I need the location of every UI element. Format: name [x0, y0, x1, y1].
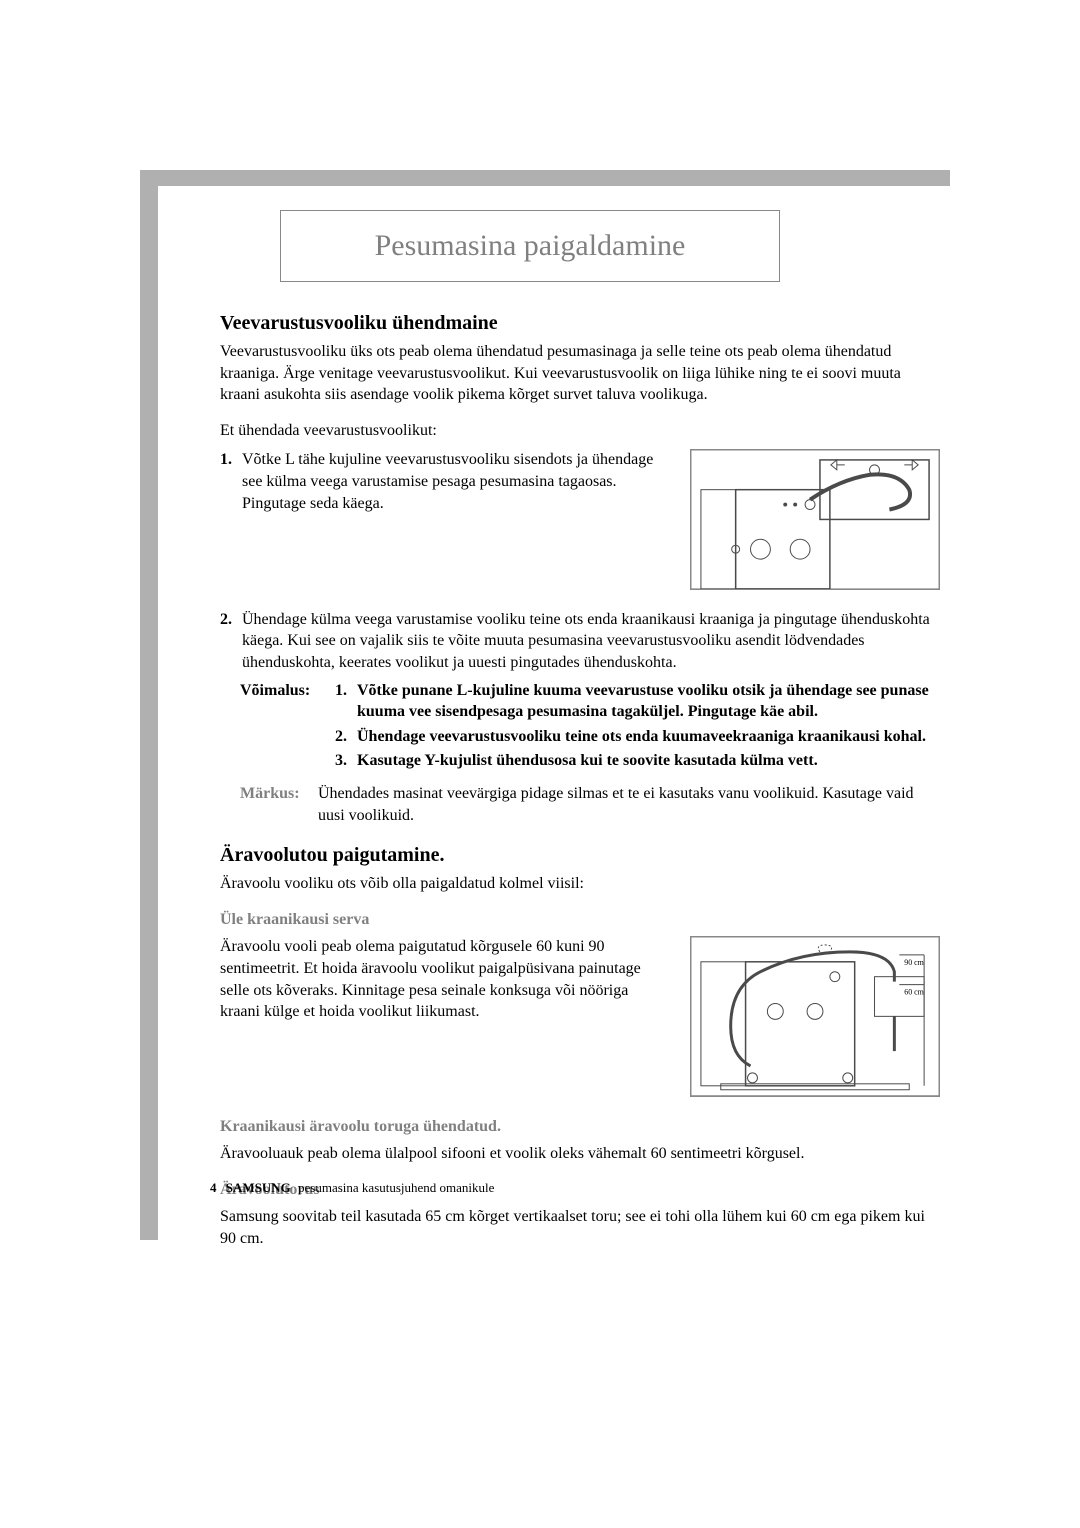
page-footer: 4 SAMSUNG pesumasina kasutusjuhend omani… — [210, 1180, 494, 1196]
sub1-row: Äravoolu vooli peab olema paigutatud kõr… — [220, 936, 940, 1103]
document-body: Veevarustusvooliku ühendmaine Veevarustu… — [220, 310, 940, 1264]
page-title-box: Pesumasina paigaldamine — [280, 210, 780, 282]
opt3-text: Kasutage Y-kujulist ühendusosa kui te so… — [357, 750, 940, 772]
step1: 1. Võtke L tähe kujuline veevarustusvool… — [220, 449, 672, 514]
step1-number: 1. — [220, 449, 242, 514]
water-supply-diagram — [690, 449, 940, 590]
step2: 2. Ühendage külma veega varustamise vool… — [220, 609, 940, 674]
options-label: Võimalus: — [240, 680, 335, 775]
section1-intro: Veevarustusvooliku üks ots peab olema üh… — [220, 341, 940, 406]
footer-text: pesumasina kasutusjuhend omanikule — [298, 1180, 494, 1195]
page-title: Pesumasina paigaldamine — [281, 229, 779, 263]
sub2-text: Äravooluauk peab olema ülalpool sifooni … — [220, 1143, 940, 1165]
sub2-heading: Kraanikausi äravoolu toruga ühendatud. — [220, 1116, 940, 1138]
step1-row: 1. Võtke L tähe kujuline veevarustusvool… — [220, 449, 940, 596]
drain-hose-diagram: 90 cm 60 cm — [690, 936, 940, 1097]
section2-heading: Äravoolutou paigutamine. — [220, 842, 940, 869]
section1-heading: Veevarustusvooliku ühendmaine — [220, 310, 940, 337]
footer-brand: SAMSUNG — [226, 1180, 291, 1195]
step1-text: Võtke L tähe kujuline veevarustusvooliku… — [242, 449, 672, 514]
opt1-text: Võtke punane L-kujuline kuuma veevarustu… — [357, 680, 940, 723]
section2-intro: Äravoolu vooliku ots võib olla paigaldat… — [220, 873, 940, 895]
label-60cm: 60 cm — [904, 988, 924, 997]
page-number: 4 — [210, 1180, 217, 1195]
step2-text: Ühendage külma veega varustamise vooliku… — [242, 609, 940, 674]
frame-top-bar — [140, 170, 950, 186]
frame-left-bar — [140, 170, 158, 1240]
note-row: Märkus: Ühendades masinat veevärgiga pid… — [240, 783, 940, 826]
step2-number: 2. — [220, 609, 242, 674]
opt1-num: 1. — [335, 680, 357, 723]
opt3-num: 3. — [335, 750, 357, 772]
section1-lead: Et ühendada veevarustusvoolikut: — [220, 420, 940, 442]
label-90cm: 90 cm — [904, 958, 924, 967]
opt2-num: 2. — [335, 726, 357, 748]
opt2-text: Ühendage veevarustusvooliku teine ots en… — [357, 726, 940, 748]
sub3-text: Samsung soovitab teil kasutada 65 cm kõr… — [220, 1206, 940, 1249]
sub1-heading: Üle kraanikausi serva — [220, 909, 940, 931]
note-text: Ühendades masinat veevärgiga pidage silm… — [318, 783, 940, 826]
options-block: Võimalus: 1. Võtke punane L-kujuline kuu… — [240, 680, 940, 775]
note-label: Märkus: — [240, 783, 318, 826]
sub1-text: Äravoolu vooli peab olema paigutatud kõr… — [220, 936, 672, 1103]
